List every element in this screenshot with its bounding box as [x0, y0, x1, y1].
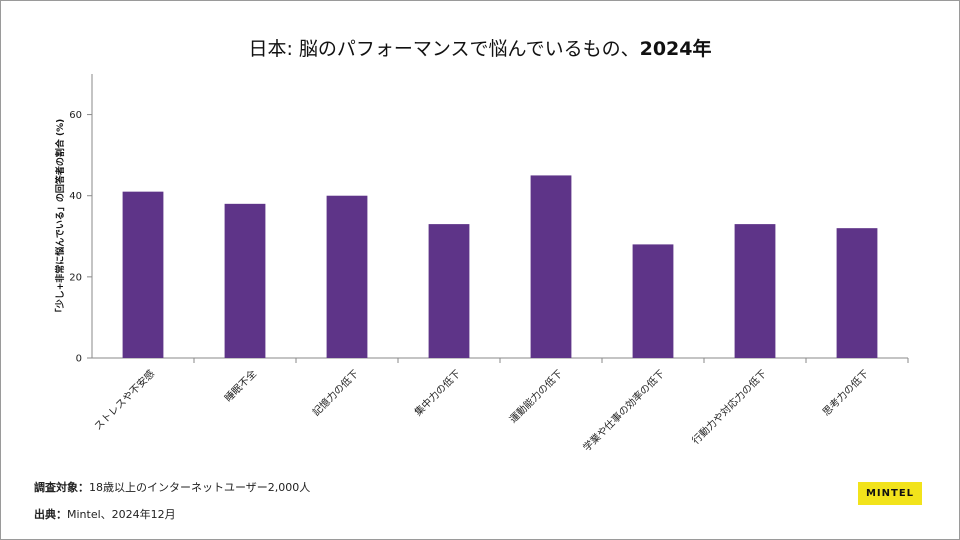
footer-note-label: 調査対象： [34, 481, 89, 494]
x-tick-label: 記憶力の低下 [310, 367, 362, 419]
x-tick-label: ストレスや不安感 [91, 367, 157, 433]
bar [530, 175, 572, 358]
footer-note: 調査対象：18歳以上のインターネットユーザー2,000人 [34, 479, 310, 495]
chart-title-text: 日本: 脳のパフォーマンスで悩んでいるもの、 [248, 38, 640, 60]
bar [428, 224, 470, 358]
chart-title-year: 2024年 [639, 38, 712, 60]
footer-note-text: 18歳以上のインターネットユーザー2,000人 [89, 481, 311, 494]
bar [224, 203, 266, 358]
bar [734, 224, 776, 358]
x-tick-label: 思考力の低下 [820, 367, 872, 419]
y-tick-label: 40 [69, 191, 82, 202]
x-tick-label: 集中力の低下 [412, 367, 464, 419]
chart-axes [87, 74, 909, 363]
bar [836, 228, 878, 358]
y-tick-labels: 0 20 40 60 [69, 110, 82, 364]
y-tick-label: 20 [69, 272, 82, 283]
chart-bars [122, 175, 878, 358]
x-tick-label: 行動力や対応力の低下 [689, 367, 769, 447]
chart-title: 日本: 脳のパフォーマンスで悩んでいるもの、2024年 [0, 34, 960, 61]
y-tick-label: 60 [69, 110, 82, 121]
footer-source-text: Mintel、2024年12月 [67, 508, 176, 521]
x-tick-label: 睡眠不全 [222, 367, 259, 404]
x-tick-labels: ストレスや不安感 睡眠不全 記憶力の低下 集中力の低下 運動能力の低下 学業や仕事の効率の… [91, 367, 871, 454]
bar [326, 195, 368, 358]
mintel-logo: MINTEL [858, 482, 922, 505]
y-tick-label: 0 [76, 354, 82, 365]
footer-source-label: 出典： [34, 508, 67, 521]
footer-source: 出典：Mintel、2024年12月 [34, 506, 176, 522]
x-tick-label: 運動能力の低下 [506, 367, 565, 426]
bar [632, 244, 674, 358]
y-axis-label: 「少し+非常に悩んでいる」の回答者の割合 (%) [54, 119, 66, 317]
bar [122, 191, 164, 358]
x-tick-label: 学業や仕事の効率の低下 [580, 367, 667, 454]
